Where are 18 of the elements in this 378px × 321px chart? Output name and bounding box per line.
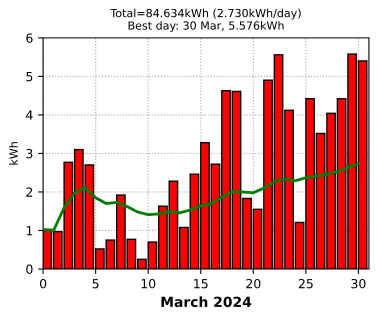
- x-tick-label: 25: [298, 278, 313, 288]
- y-axis-title: kWh: [9, 142, 18, 165]
- y-tick-label: 5: [26, 72, 32, 82]
- y-tick-label: 3: [26, 148, 32, 158]
- x-tick-label: 30: [351, 278, 366, 288]
- y-tick-label: 1: [26, 226, 32, 236]
- y-tick-label: 2: [26, 187, 32, 197]
- y-tick-label: 0: [26, 264, 33, 274]
- x-tick-label: 0: [40, 278, 46, 288]
- x-tick-label: 5: [92, 279, 99, 288]
- y-tick-label: 6: [26, 33, 33, 43]
- x-tick-label: 15: [194, 279, 208, 288]
- x-tick-label: 10: [142, 278, 156, 288]
- line-series: [43, 162, 360, 232]
- y-tick-label: 4: [26, 110, 33, 120]
- chart-title: Total=84.634kWh (2.730kWh/day) Best day: 30 Mar, 5.576kWh: [110, 8, 301, 32]
- x-tick-label: 20: [246, 278, 260, 288]
- x-axis-title: March 2024: [161, 296, 252, 308]
